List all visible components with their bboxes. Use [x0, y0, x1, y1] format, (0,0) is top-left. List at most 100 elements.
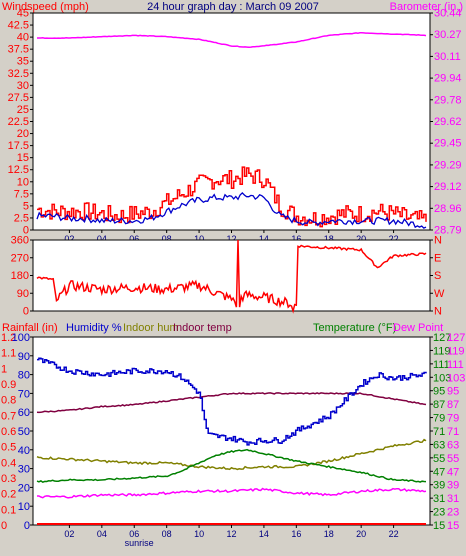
wind-xtick-label: 20: [356, 234, 366, 244]
dewpoint-ytick-label: 63: [447, 439, 459, 451]
dir-ytick-label: 180: [11, 270, 29, 282]
dewpoint-ytick-label: 71: [447, 426, 459, 438]
hum-xtick-label: 14: [259, 529, 269, 539]
baro-ytick-label: 29.78: [434, 94, 462, 106]
hum-xtick-label: 04: [97, 529, 107, 539]
temp-ytick-label: 103: [433, 372, 451, 384]
wind-direction-line: [36, 239, 427, 314]
rain-ytick-label: 0.1: [1, 504, 16, 516]
dir-ytick-label: 270: [11, 252, 29, 264]
indoor-hum-line: [36, 438, 427, 471]
rain-ytick-label: 1: [1, 363, 7, 375]
wind-ytick-label: 7.5: [14, 188, 29, 200]
chart-title: 24 hour graph day : March 09 2007: [147, 1, 319, 13]
hum-xtick-label: 08: [162, 529, 172, 539]
compass-ytick-label: S: [434, 270, 441, 282]
temp-ytick-label: 31: [433, 493, 445, 505]
dewpoint-ytick-label: 119: [447, 345, 465, 357]
compass-ytick-label: W: [434, 288, 445, 300]
dewpoint-ytick-label: 79: [447, 413, 459, 425]
temp-ytick-label: 111: [433, 359, 450, 371]
wind-ytick-label: 5: [23, 200, 29, 212]
hum-xtick-label: 06: [129, 529, 139, 539]
rain-ytick-label: 1.1: [1, 348, 16, 360]
dewpoint-ytick-label: 31: [447, 493, 459, 505]
indoor-temp-axis-label: Indoor temp: [173, 322, 232, 334]
temp-ytick-label: 79: [433, 413, 445, 425]
baro-ytick-label: 29.62: [434, 116, 462, 128]
rain-ytick-label: 0.3: [1, 473, 16, 485]
hum-xtick-label: 22: [389, 529, 399, 539]
temp-ytick-label: 15: [433, 520, 445, 532]
humidity-ytick-label: 50: [18, 426, 30, 438]
dewpoint-ytick-label: 55: [447, 453, 459, 465]
hum-xtick-label: 18: [324, 529, 334, 539]
rain-ytick-label: 0.9: [1, 379, 16, 391]
wind-ytick-label: 10: [17, 176, 29, 188]
humidity-ytick-label: 10: [18, 501, 30, 513]
compass-ytick-label: N: [434, 235, 442, 247]
temp-ytick-label: 119: [433, 345, 451, 357]
baro-ytick-label: 29.29: [434, 159, 462, 171]
humidity-ytick-label: 40: [18, 445, 30, 457]
wind-xtick-label: 04: [97, 234, 107, 244]
temp-ytick-label: 55: [433, 453, 445, 465]
indoor-hum-axis-label: Indoor hum: [123, 322, 179, 334]
wind-ytick-label: 20: [17, 128, 29, 140]
humidity-plot-area: [32, 336, 431, 526]
temp-ytick-label: 63: [433, 439, 445, 451]
humidity-temperature-chart: Rainfall (in) Humidity % Indoor hum Indo…: [1, 322, 465, 548]
wind-ytick-label: 2.5: [14, 212, 29, 224]
dewpoint-ytick-label: 103: [447, 372, 465, 384]
temperature-axis-label: Temperature (°F): [313, 322, 396, 334]
compass-ytick-label: E: [434, 252, 441, 264]
temp-ytick-label: 39: [433, 480, 445, 492]
wind-xtick-label: 14: [259, 234, 269, 244]
hum-sunrise-label: sunrise: [125, 538, 154, 548]
wind-ytick-label: 30: [17, 80, 29, 92]
rain-ytick-label: 0.4: [1, 457, 16, 469]
indoor-temp-line: [36, 392, 427, 414]
baro-ytick-label: 30.44: [434, 8, 462, 20]
humidity-ytick-label: 30: [18, 464, 30, 476]
rain-ytick-label: 0.7: [1, 410, 16, 422]
dewpoint-ytick-label: 47: [447, 466, 459, 478]
dewpoint-ytick-label: 23: [447, 507, 459, 519]
baro-ytick-label: 28.96: [434, 203, 462, 215]
baro-ytick-label: 29.45: [434, 138, 462, 150]
wind-xtick-label: 02: [64, 234, 74, 244]
humidity-ytick-label: 80: [18, 370, 30, 382]
temp-ytick-label: 95: [433, 386, 445, 398]
windspeed-barometer-chart: Windspeed (mph) 24 hour graph day : Marc…: [2, 1, 463, 253]
wind-ytick-label: 17.5: [8, 140, 29, 152]
wind-ytick-label: 12.5: [8, 164, 29, 176]
dew-point-line: [37, 487, 427, 499]
humidity-ytick-label: 20: [18, 482, 30, 494]
dir-ytick-label: 0: [23, 306, 29, 318]
rainfall-axis-label: Rainfall (in): [2, 322, 58, 334]
dewpoint-ytick-label: 111: [447, 359, 464, 371]
humidity-ytick-label: 100: [12, 332, 30, 344]
dir-ytick-label: 90: [17, 288, 29, 300]
humidity-line: [37, 357, 427, 446]
wind-xtick-label: 22: [389, 234, 399, 244]
wind-ytick-label: 42.5: [8, 20, 29, 32]
dew-point-axis-label: Dew Point: [393, 322, 443, 334]
baro-ytick-label: 30.27: [434, 29, 462, 41]
temp-ytick-label: 71: [433, 426, 445, 438]
hum-xtick-label: 16: [291, 529, 301, 539]
barometer-axis-label: Barometer (in.): [390, 1, 463, 13]
windspeed-avg-line: [36, 191, 427, 229]
dir-ytick-label: 360: [11, 235, 29, 247]
rain-ytick-label: 0.5: [1, 442, 16, 454]
rain-ytick-label: 1.2: [1, 332, 16, 344]
hum-xtick-label: 10: [194, 529, 204, 539]
windspeed-gust-line: [37, 166, 427, 228]
wind-ytick-label: 27.5: [8, 92, 29, 104]
wind-ytick-label: 35: [17, 56, 29, 68]
wind-ytick-label: 40: [17, 32, 29, 44]
temp-ytick-label: 87: [433, 399, 445, 411]
humidity-ytick-label: 0: [24, 520, 30, 532]
baro-ytick-label: 29.94: [434, 73, 462, 85]
